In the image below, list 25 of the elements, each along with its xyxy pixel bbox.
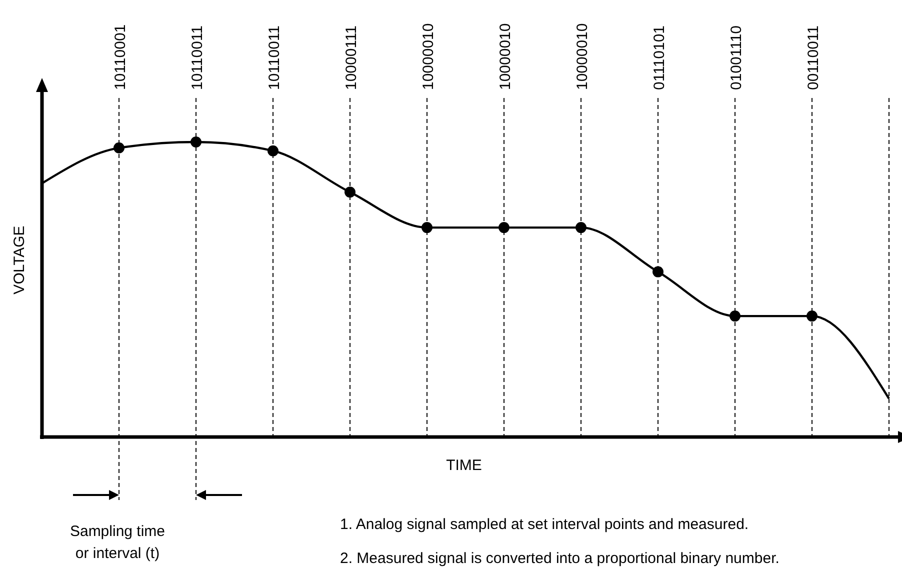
x-tick-label: 00110011 [805, 25, 822, 90]
y-axis-title: VOLTAGE [11, 226, 28, 294]
point [806, 310, 818, 322]
x-axis-title: TIME [446, 457, 482, 474]
point [652, 266, 664, 278]
x-tick-label: 10000010 [574, 23, 591, 90]
text: 2. Measured signal is converted into a proportional binary number. [340, 550, 780, 567]
point [268, 145, 278, 156]
point [344, 186, 356, 198]
x-tick-label: 01110101 [651, 25, 668, 90]
x-tick-label: 10110011 [189, 25, 206, 90]
point [422, 222, 432, 234]
point [190, 136, 202, 148]
point [114, 142, 124, 154]
x-tick-label: 10000111 [343, 25, 360, 90]
point [730, 310, 740, 322]
x-tick-label: 10110011 [266, 25, 283, 90]
x-tick-label: 01001110 [728, 25, 745, 90]
point [498, 222, 510, 234]
x-tick-label: 10000010 [420, 23, 437, 90]
text: Sampling time or interval (t) [70, 523, 166, 562]
point [576, 222, 586, 234]
x-tick-label: 10000010 [497, 23, 514, 90]
x-tick-label: 10110001 [112, 24, 129, 90]
text: 1. Analog signal sampled at set interval points and measured. [340, 516, 749, 533]
